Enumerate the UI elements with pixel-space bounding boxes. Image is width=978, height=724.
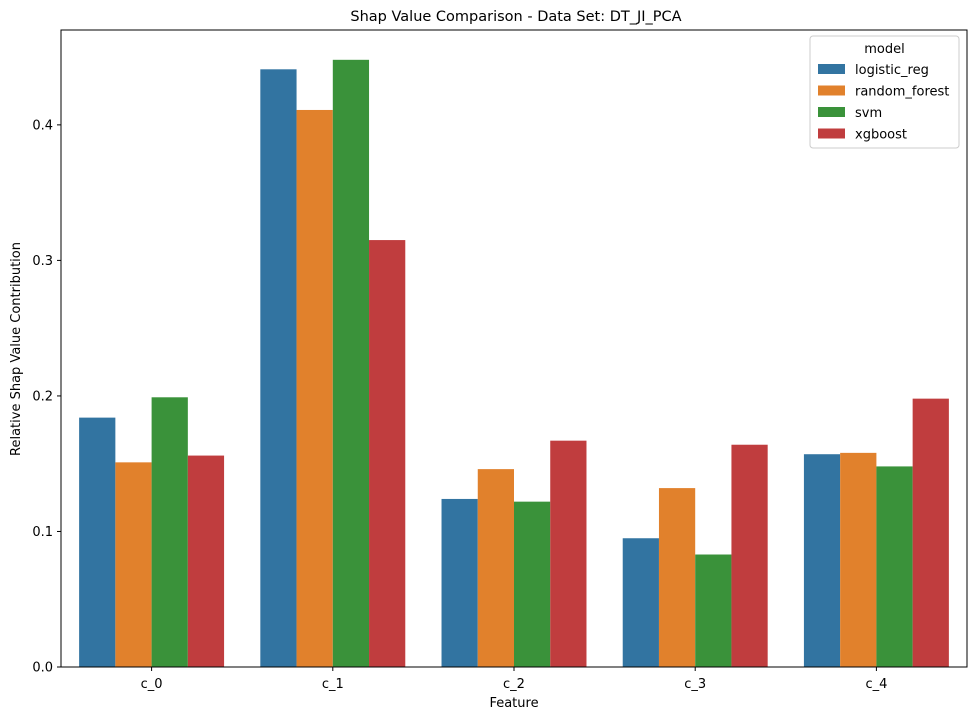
x-axis: c_0 c_1 c_2 c_3 c_4	[141, 667, 887, 692]
bar-random_forest-c_1	[296, 109, 333, 668]
legend-swatch-xgboost	[818, 128, 845, 139]
bar-svm-c_2	[514, 501, 551, 667]
legend-label-logistic_reg: logistic_reg	[855, 63, 929, 78]
bar-random_forest-c_3	[658, 488, 696, 667]
bar-logistic_reg-c_4	[803, 454, 841, 667]
legend-swatch-random_forest	[818, 85, 845, 96]
x-tick-label: c_0	[141, 677, 163, 692]
bar-xgboost-c_3	[731, 444, 768, 667]
bar-random_forest-c_0	[115, 462, 152, 667]
x-tick-label: c_1	[322, 677, 344, 692]
y-axis: 0.0 0.1 0.2 0.3 0.4	[32, 118, 61, 676]
bars-layer	[79, 59, 949, 668]
x-tick-label: c_2	[503, 677, 525, 692]
legend-label-xgboost: xgboost	[855, 128, 907, 143]
bar-random_forest-c_2	[477, 469, 514, 667]
x-axis-label: Feature	[489, 696, 538, 711]
legend-title: model	[864, 42, 904, 57]
legend-label-svm: svm	[855, 106, 882, 121]
legend-swatch-svm	[818, 107, 845, 117]
legend-swatch-logistic_reg	[818, 64, 845, 74]
bar-logistic_reg-c_3	[622, 538, 659, 667]
bar-logistic_reg-c_0	[79, 417, 116, 667]
y-tick-label: 0.4	[32, 118, 53, 133]
y-axis-label: Relative Shap Value Contribution	[9, 242, 24, 456]
bar-logistic_reg-c_2	[441, 498, 478, 667]
bar-svm-c_0	[151, 397, 188, 667]
bar-xgboost-c_2	[550, 440, 587, 667]
bar-svm-c_3	[695, 554, 732, 667]
bar-random_forest-c_4	[840, 452, 877, 667]
chart-title: Shap Value Comparison - Data Set: DT_JI_…	[350, 9, 681, 25]
bar-logistic_reg-c_1	[260, 69, 297, 667]
y-tick-label: 0.2	[32, 389, 53, 404]
bar-xgboost-c_0	[187, 455, 225, 667]
bar-xgboost-c_4	[912, 398, 949, 667]
y-tick-label: 0.0	[32, 661, 53, 676]
legend-box	[809, 35, 960, 149]
y-tick-label: 0.3	[32, 254, 53, 269]
y-tick-label: 0.1	[32, 525, 53, 540]
legend-label-random_forest: random_forest	[855, 85, 949, 100]
x-tick-label: c_4	[865, 677, 887, 692]
bar-svm-c_4	[876, 466, 913, 667]
bar-svm-c_1	[332, 59, 370, 668]
bar-xgboost-c_1	[369, 240, 406, 667]
x-tick-label: c_3	[684, 677, 706, 692]
